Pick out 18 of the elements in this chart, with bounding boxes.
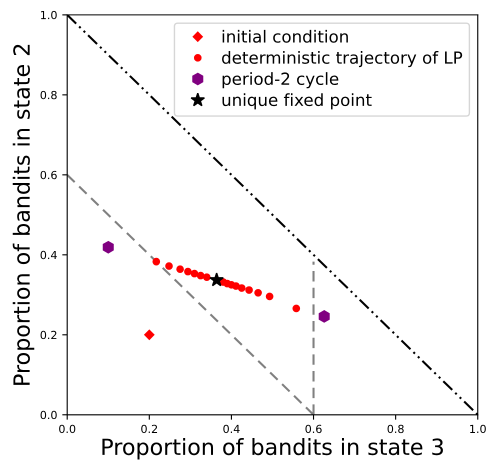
x-tick-label: 0.4	[223, 424, 240, 434]
legend-label: unique fixed point	[222, 93, 372, 110]
x-tick-label: 0.0	[59, 424, 76, 434]
x-tick-label: 0.2	[141, 424, 158, 434]
legend-label: deterministic trajectory of LP	[222, 51, 462, 68]
x-tick-label: 0.6	[305, 424, 322, 434]
y-tick-label: 0.6	[40, 170, 57, 180]
x-axis-title: Proportion of bandits in state 3	[102, 438, 443, 460]
x-tick-label: 0.8	[388, 424, 404, 434]
legend-label: period-2 cycle	[222, 72, 338, 88]
y-axis-title: Proportion of bandits in state 2	[12, 44, 34, 385]
x-tick-label: 1.0	[470, 424, 486, 434]
y-tick-label: 0.0	[40, 410, 57, 420]
y-tick-label: 0.4	[40, 250, 57, 260]
y-tick-label: 0.2	[40, 330, 56, 340]
legend-label: initial condition	[222, 30, 348, 43]
y-tick-label: 1.0	[41, 10, 57, 20]
y-tick-label: 0.8	[40, 90, 57, 100]
